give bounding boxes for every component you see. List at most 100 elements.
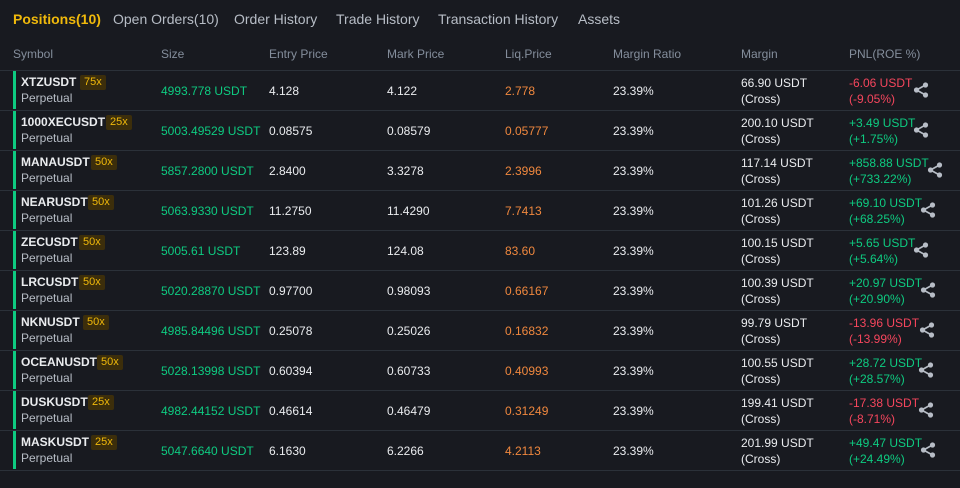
contract-type: Perpetual [21, 251, 73, 265]
margin-amount: 66.90 USDT [741, 76, 808, 90]
symbol[interactable]: MASKUSDT [21, 435, 89, 449]
share-icon[interactable] [919, 281, 937, 299]
pnl-amount: -17.38 USDT [849, 396, 920, 410]
tab-open-orders[interactable]: Open Orders(10) [113, 11, 219, 27]
col-margin-ratio: Margin Ratio [613, 47, 682, 61]
long-indicator [13, 111, 16, 149]
margin-ratio: 23.39% [613, 284, 654, 298]
margin-amount: 100.15 USDT [741, 236, 814, 250]
margin-amount: 100.55 USDT [741, 356, 814, 370]
position-size: 5020.28870 USDT [161, 284, 261, 298]
col-margin: Margin [741, 47, 778, 61]
leverage-badge[interactable]: 50x [88, 195, 114, 210]
symbol[interactable]: NKNUSDT [21, 315, 80, 329]
tab-order-history[interactable]: Order History [234, 11, 318, 27]
table-row[interactable]: LRCUSDT 50x Perpetual 5020.28870 USDT 0.9770… [0, 270, 960, 310]
leverage-badge[interactable]: 25x [91, 435, 117, 450]
share-icon[interactable] [926, 161, 944, 179]
liq-price: 0.05777 [505, 124, 549, 138]
symbol[interactable]: OCEANUSDT [21, 355, 98, 369]
long-indicator [13, 271, 16, 309]
table-row[interactable]: 1000XECUSDT 25x Perpetual 5003.49529 USDT 0.… [0, 110, 960, 150]
long-indicator [13, 231, 16, 269]
liq-price: 7.7413 [505, 204, 542, 218]
position-size: 5857.2800 USDT [161, 164, 254, 178]
table-row[interactable]: OCEANUSDT 50x Perpetual 5028.13998 USDT 0.60… [0, 350, 960, 390]
col-pnl: PNL(ROE %) [849, 47, 921, 61]
margin-amount: 117.14 USDT [741, 156, 813, 170]
entry-price: 123.89 [269, 244, 306, 258]
margin-amount: 100.39 USDT [741, 276, 814, 290]
leverage-badge[interactable]: 25x [106, 115, 132, 130]
table-row[interactable]: DUSKUSDT 25x Perpetual 4982.44152 USDT 0.466… [0, 390, 960, 430]
share-icon[interactable] [912, 121, 930, 139]
leverage-badge[interactable]: 50x [79, 235, 105, 250]
mark-price: 6.2266 [387, 444, 424, 458]
margin-ratio: 23.39% [613, 404, 654, 418]
entry-price: 0.60394 [269, 364, 313, 378]
symbol[interactable]: NEARUSDT [21, 195, 88, 209]
row-divider [0, 350, 960, 351]
contract-type: Perpetual [21, 91, 73, 105]
leverage-badge[interactable]: 75x [80, 75, 106, 90]
pnl-amount: +28.72 USDT [849, 356, 923, 370]
liq-price: 0.66167 [505, 284, 549, 298]
leverage-badge[interactable]: 50x [79, 275, 105, 290]
leverage-badge[interactable]: 50x [91, 155, 117, 170]
pnl-amount: +858.88 USDT [849, 156, 929, 170]
mark-price: 3.3278 [387, 164, 424, 178]
tab-transaction-history[interactable]: Transaction History [438, 11, 559, 27]
share-icon[interactable] [919, 441, 937, 459]
roe-percent: (-13.99%) [849, 332, 902, 346]
table-row[interactable]: MANAUSDT 50x Perpetual 5857.2800 USDT 2.8400… [0, 150, 960, 190]
table-row[interactable]: MASKUSDT 25x Perpetual 5047.6640 USDT 6.1630… [0, 430, 960, 470]
symbol[interactable]: LRCUSDT [21, 275, 79, 289]
margin-mode: (Cross) [741, 92, 781, 106]
symbol[interactable]: DUSKUSDT [21, 395, 88, 409]
header-divider [0, 70, 960, 71]
roe-percent: (+24.49%) [849, 452, 905, 466]
position-tabs: Positions(10) Open Orders(10) Order Hist… [0, 0, 960, 38]
position-size: 5047.6640 USDT [161, 444, 254, 458]
table-row[interactable]: ZECUSDT 50x Perpetual 5005.61 USDT 123.89 124… [0, 230, 960, 270]
share-icon[interactable] [917, 401, 935, 419]
row-divider [0, 110, 960, 111]
leverage-badge[interactable]: 50x [83, 315, 109, 330]
position-size: 4993.778 USDT [161, 84, 248, 98]
position-size: 5005.61 USDT [161, 244, 241, 258]
mark-price: 11.4290 [387, 204, 430, 218]
liq-price: 4.2113 [505, 444, 541, 458]
entry-price: 6.1630 [269, 444, 306, 458]
share-icon[interactable] [912, 241, 930, 259]
row-divider [0, 430, 960, 431]
contract-type: Perpetual [21, 411, 73, 425]
symbol[interactable]: MANAUSDT [21, 155, 90, 169]
contract-type: Perpetual [21, 331, 73, 345]
share-icon[interactable] [918, 321, 936, 339]
leverage-badge[interactable]: 50x [97, 355, 123, 370]
share-icon[interactable] [912, 81, 930, 99]
leverage-badge[interactable]: 25x [88, 395, 114, 410]
margin-amount: 199.41 USDT [741, 396, 814, 410]
margin-amount: 200.10 USDT [741, 116, 814, 130]
margin-amount: 101.26 USDT [741, 196, 814, 210]
col-symbol: Symbol [13, 47, 54, 61]
contract-type: Perpetual [21, 171, 73, 185]
tab-assets[interactable]: Assets [578, 11, 621, 27]
symbol[interactable]: ZECUSDT [21, 235, 78, 249]
pnl-amount: -13.96 USDT [849, 316, 920, 330]
margin-amount: 99.79 USDT [741, 316, 808, 330]
tab-positions[interactable]: Positions(10) [13, 11, 101, 27]
row-divider [0, 150, 960, 151]
share-icon[interactable] [919, 201, 937, 219]
symbol[interactable]: 1000XECUSDT [21, 115, 106, 129]
table-row[interactable]: NKNUSDT 50x Perpetual 4985.84496 USDT 0.2507… [0, 310, 960, 350]
share-icon[interactable] [917, 361, 935, 379]
liq-price: 0.16832 [505, 324, 549, 338]
symbol[interactable]: XTZUSDT [21, 75, 77, 89]
entry-price: 0.25078 [269, 324, 313, 338]
table-row[interactable]: NEARUSDT 50x Perpetual 5063.9330 USDT 11.275… [0, 190, 960, 230]
tab-trade-history[interactable]: Trade History [336, 11, 420, 27]
table-row[interactable]: XTZUSDT 75x Perpetual 4993.778 USDT 4.128 4.1… [0, 70, 960, 110]
roe-percent: (+1.75%) [849, 132, 899, 146]
